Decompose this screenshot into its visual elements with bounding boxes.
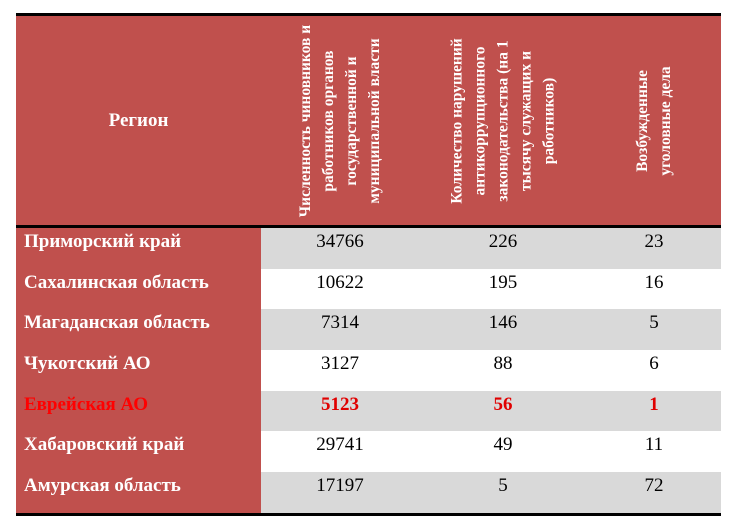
officials-value: 5123: [261, 390, 419, 432]
officials-value: 3127: [261, 350, 419, 391]
officials-value: 29741: [261, 431, 419, 473]
region-name: Хабаровский край: [16, 431, 261, 473]
criminal-cases-value: 72: [587, 472, 721, 513]
officials-value: 34766: [261, 228, 419, 269]
violations-value: 56: [419, 390, 587, 432]
header-violations: Количество нарушений антикоррупционного …: [419, 16, 587, 225]
officials-value: 10622: [261, 268, 419, 310]
region-name: Приморский край: [16, 228, 261, 269]
region-name: Магаданская область: [16, 309, 261, 351]
officials-value: 17197: [261, 472, 419, 513]
criminal-cases-value: 6: [587, 350, 721, 391]
table-row-highlighted: Еврейская АО 5123 56 1: [16, 390, 721, 432]
violations-value: 5: [419, 472, 587, 513]
table-row: Сахалинская область 10622 195 16: [16, 268, 721, 310]
officials-value: 7314: [261, 309, 419, 351]
header-criminal-cases: Возбужденные уголовные дела: [587, 16, 721, 225]
region-name: Еврейская АО: [16, 390, 261, 432]
header-violations-label: Количество нарушений антикоррупционного …: [448, 37, 558, 204]
criminal-cases-value: 1: [587, 390, 721, 432]
violations-value: 49: [419, 431, 587, 473]
violations-value: 226: [419, 228, 587, 269]
violations-value: 195: [419, 268, 587, 310]
table-row: Магаданская область 7314 146 5: [16, 309, 721, 351]
table-row: Хабаровский край 29741 49 11: [16, 431, 721, 473]
criminal-cases-value: 11: [587, 431, 721, 473]
region-name: Амурская область: [16, 472, 261, 513]
criminal-cases-value: 5: [587, 309, 721, 351]
header-officials-label: Численность чиновников и работников орга…: [297, 24, 383, 217]
region-name: Сахалинская область: [16, 268, 261, 310]
region-name: Чукотский АО: [16, 350, 261, 391]
criminal-cases-value: 16: [587, 268, 721, 310]
header-region: Регион: [108, 109, 169, 131]
region-corruption-table: Регион Численность чиновников и работник…: [16, 13, 721, 516]
header-officials: Численность чиновников и работников орга…: [261, 16, 419, 225]
violations-value: 88: [419, 350, 587, 391]
table-row: Амурская область 17197 5 72: [16, 472, 721, 513]
criminal-cases-value: 23: [587, 228, 721, 269]
table-row: Приморский край 34766 226 23: [16, 228, 721, 269]
table-header: Регион Численность чиновников и работник…: [16, 16, 721, 228]
table-row: Чукотский АО 3127 88 6: [16, 350, 721, 391]
violations-value: 146: [419, 309, 587, 351]
header-criminal-cases-label: Возбужденные уголовные дела: [634, 65, 674, 176]
